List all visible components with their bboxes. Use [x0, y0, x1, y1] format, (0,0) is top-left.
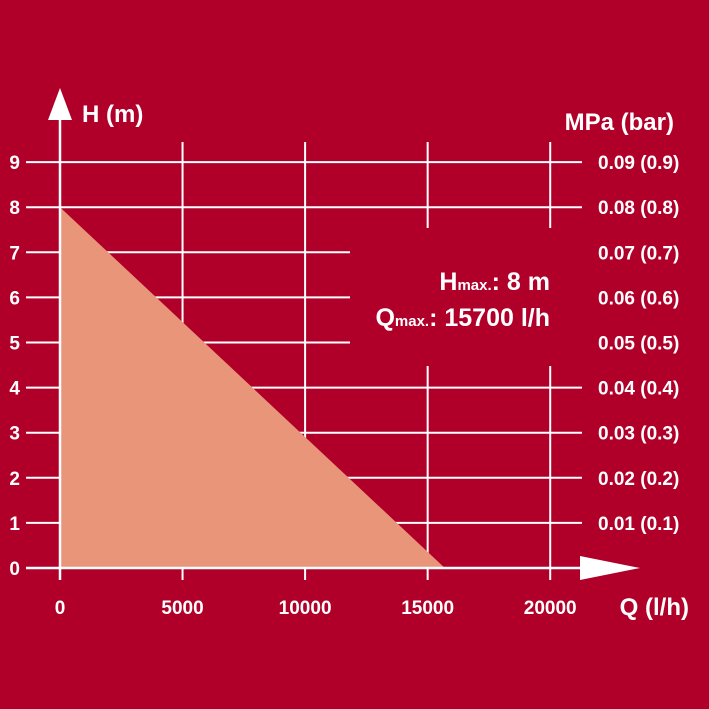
- qmax-symbol: Q: [375, 304, 394, 332]
- y-tick-label: 6: [9, 288, 20, 309]
- x-tick-label: 15000: [401, 598, 454, 619]
- axes: [26, 88, 640, 580]
- hmax-symbol: H: [439, 268, 457, 296]
- y-axis-label: H (m): [82, 101, 143, 128]
- y2-tick-label: 0.09 (0.9): [598, 153, 679, 174]
- x-axis-arrow: [580, 556, 640, 580]
- y2-tick-label: 0.06 (0.6): [598, 288, 679, 309]
- qmax-value: : 15700 l/h: [429, 304, 550, 332]
- x-tick-label: 5000: [161, 598, 203, 619]
- y-tick-label: 8: [9, 198, 20, 219]
- performance-area: [60, 207, 445, 568]
- hmax-annotation: Hmax.: 8 m: [439, 268, 550, 296]
- y2-tick-label: 0.07 (0.7): [598, 243, 679, 264]
- y2-tick-label: 0.08 (0.8): [598, 198, 679, 219]
- y-tick-label: 1: [9, 514, 20, 535]
- x-axis-label: Q (l/h): [620, 594, 689, 621]
- y2-tick-label: 0.04 (0.4): [598, 379, 679, 400]
- y2-tick-label: 0.05 (0.5): [598, 334, 679, 355]
- hmax-value: : 8 m: [492, 268, 550, 296]
- y-tick-labels: 0 1 2 3 4 5 6 7 8 9: [9, 153, 20, 580]
- x-tick-labels: 0 5000 10000 15000 20000: [55, 598, 577, 619]
- y2-axis-label: MPa (bar): [565, 109, 674, 136]
- y-tick-label: 0: [9, 559, 20, 580]
- y-tick-label: 4: [9, 379, 20, 400]
- y2-tick-label: 0.02 (0.2): [598, 469, 679, 490]
- y-tick-label: 3: [9, 424, 20, 445]
- y-axis-arrow: [48, 88, 72, 120]
- x-tick-label: 20000: [524, 598, 577, 619]
- y-tick-label: 9: [9, 153, 20, 174]
- y-tick-label: 7: [9, 243, 20, 264]
- y-tick-label: 2: [9, 469, 20, 490]
- y2-tick-label: 0.03 (0.3): [598, 424, 679, 445]
- y-tick-label: 5: [9, 334, 20, 355]
- hmax-subscript: max.: [457, 277, 491, 294]
- x-tick-label: 0: [55, 598, 66, 619]
- y2-tick-label: 0.01 (0.1): [598, 514, 679, 535]
- qmax-annotation: Qmax.: 15700 l/h: [375, 304, 550, 332]
- qmax-subscript: max.: [395, 313, 429, 330]
- x-tick-label: 10000: [279, 598, 332, 619]
- y2-tick-labels: 0.01 (0.1) 0.02 (0.2) 0.03 (0.3) 0.04 (0.4)…: [598, 153, 679, 535]
